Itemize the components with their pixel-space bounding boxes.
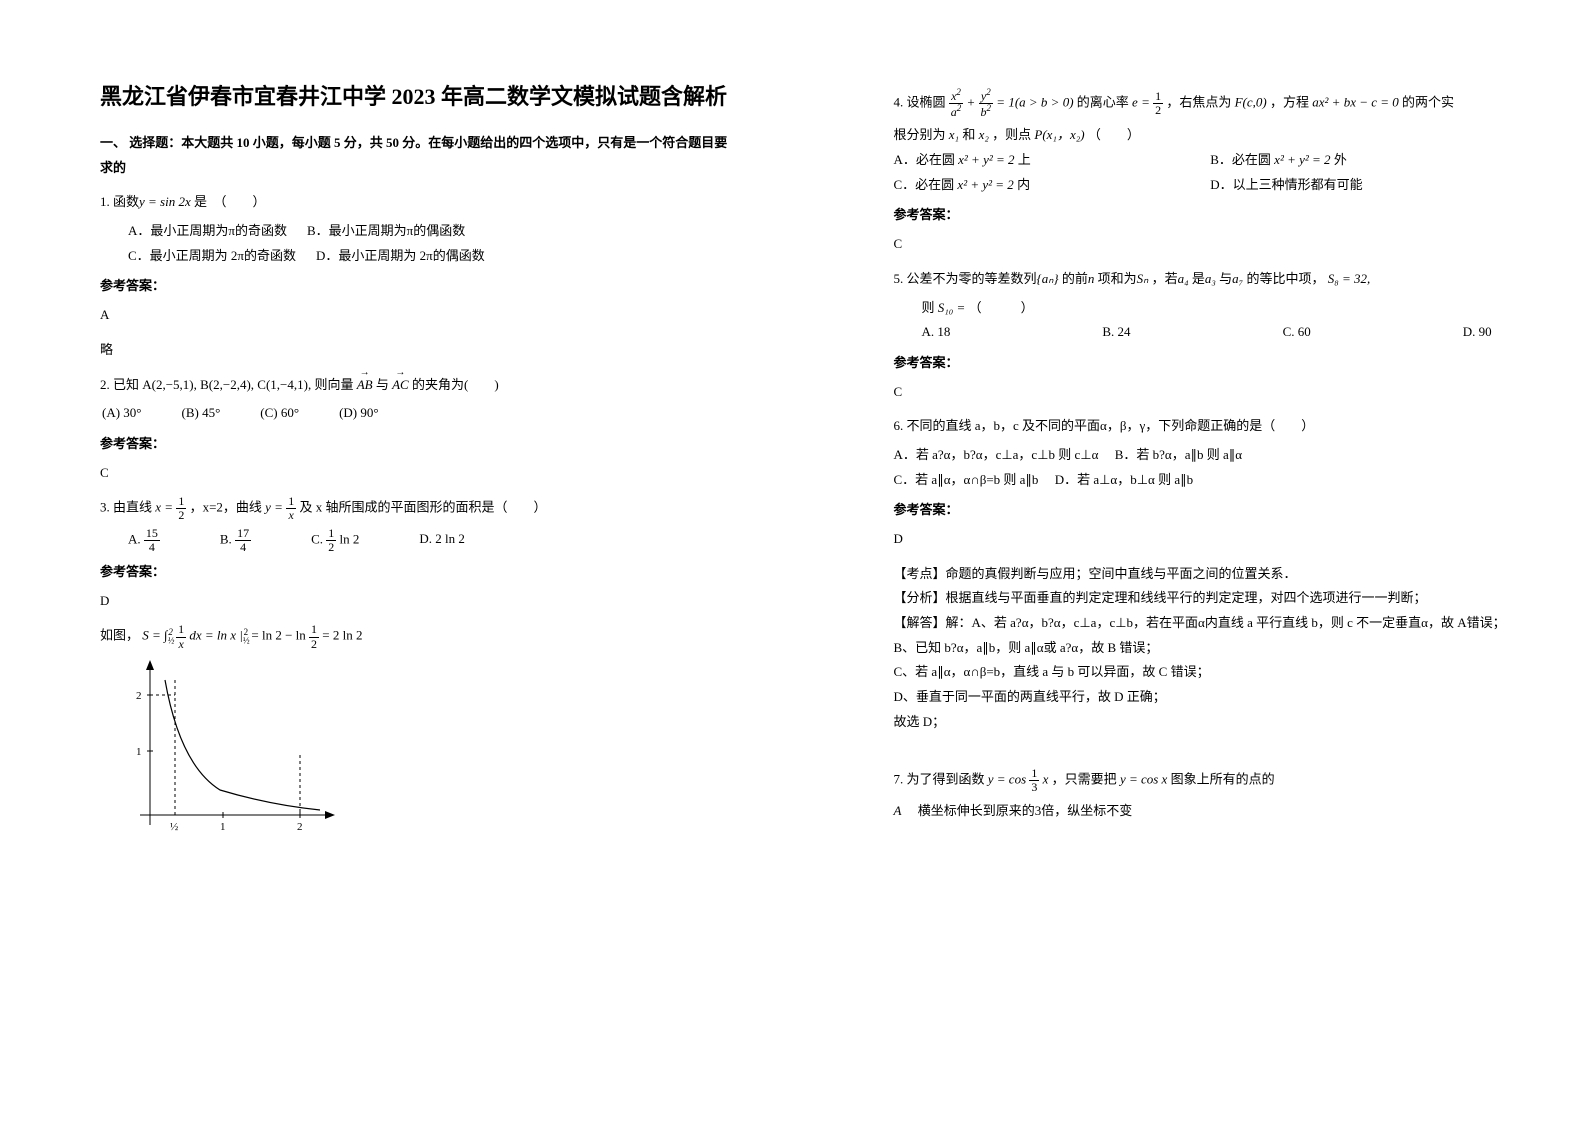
q4-optB: B．必在圆 x² + y² = 2 外 bbox=[1210, 152, 1347, 167]
q1-ans2: 略 bbox=[100, 338, 734, 363]
q1-options: A．最小正周期为π的奇函数 B．最小正周期为π的偶函数 C．最小正周期为 2π的… bbox=[128, 219, 734, 268]
question-4: 4. 设椭圆 x2a2 + y2b2 = 1(a > b > 0) 的离心率 e… bbox=[894, 88, 1528, 119]
q2-stem: 2. 已知 A(2,−5,1), B(2,−2,4), C(1,−4,1), 则… bbox=[100, 377, 353, 392]
tick-half: ½ bbox=[170, 821, 178, 833]
page-right: 4. 设椭圆 x2a2 + y2b2 = 1(a > b > 0) 的离心率 e… bbox=[794, 0, 1587, 885]
q5-line2: 则 S₁₀ = （ ） bbox=[922, 296, 1528, 321]
q6-jiedB: B、已知 b?α，a∥b，则 a∥α或 a?α，故 B 错误； bbox=[894, 636, 1528, 661]
q4-stem-a: 4. 设椭圆 bbox=[894, 95, 946, 110]
q2-optB: (B) 45° bbox=[182, 401, 221, 426]
q4-stem-d: ，方程 bbox=[1270, 95, 1309, 110]
q4-eqn: ax² + bx − c = 0 bbox=[1312, 95, 1399, 110]
q2-options: (A) 30° (B) 45° (C) 60° (D) 90° bbox=[102, 401, 734, 426]
q3-ans-label: 参考答案： bbox=[100, 560, 734, 585]
section-heading: 一、 选择题：本大题共 10 小题，每小题 5 分，共 50 分。在每小题给出的… bbox=[100, 131, 734, 180]
q6-kaodian: 【考点】命题的真假判断与应用；空间中直线与平面之间的位置关系． bbox=[894, 562, 1528, 587]
q7-optA: A 横坐标伸长到原来的3倍，纵坐标不变 bbox=[894, 799, 1528, 824]
q3-stem-a: 3. 由直线 bbox=[100, 500, 152, 515]
q3-graph: ½ 1 2 2 1 bbox=[120, 655, 340, 845]
question-1: 1. 函数y = sin 2x 是 （ ） bbox=[100, 190, 734, 215]
q3-optB: B. 174 bbox=[220, 527, 251, 554]
q1-optB: B．最小正周期为π的偶函数 bbox=[307, 219, 465, 244]
q4-focus: F(c,0) bbox=[1235, 95, 1267, 110]
q3-options: A. 154 B. 174 C. 12 ln 2 D. 2 ln 2 bbox=[128, 527, 734, 554]
q3-frac1: 12 bbox=[176, 495, 186, 522]
q2-mid: 与 bbox=[376, 377, 389, 392]
q1-stem-prefix: 1. 函数 bbox=[100, 194, 139, 209]
q5-optB: B. 24 bbox=[1102, 320, 1130, 345]
q6-jiedA: 【解答】解：A、若 a?α，b?α，c⊥a，c⊥b，若在平面α内直线 a 平行直… bbox=[894, 611, 1528, 636]
q4-optD: D．以上三种情形都有可能 bbox=[1210, 177, 1362, 192]
q6-ans-label: 参考答案： bbox=[894, 498, 1528, 523]
q3-ans: D bbox=[100, 589, 734, 614]
question-5: 5. 公差不为零的等差数列{aₙ} 的前n 项和为Sₙ ，若a₄ 是a₃ 与a₇… bbox=[894, 267, 1528, 292]
q3-optC: C. 12 ln 2 bbox=[311, 527, 359, 554]
q6-optCD: C．若 a∥α，α∩β=b 则 a∥b D．若 a⊥α，b⊥α 则 a∥b bbox=[894, 468, 1528, 493]
q6-jiedC: C、若 a∥α，α∩β=b，直线 a 与 b 可以异面，故 C 错误； bbox=[894, 660, 1528, 685]
q4-stem-b: 的离心率 bbox=[1077, 95, 1129, 110]
tick-1: 1 bbox=[220, 821, 226, 833]
q1-optC: C．最小正周期为 2π的奇函数 bbox=[128, 244, 296, 269]
q4-options: A．必在圆 x² + y² = 2 上 B．必在圆 x² + y² = 2 外 bbox=[894, 148, 1528, 173]
q1-stem-suffix: 是 （ ） bbox=[191, 194, 266, 209]
q4-stem-e: 的两个实 bbox=[1402, 95, 1454, 110]
q2-ans-label: 参考答案： bbox=[100, 432, 734, 457]
q3-work-prefix: 如图， bbox=[100, 628, 139, 643]
q5-ans-label: 参考答案： bbox=[894, 351, 1528, 376]
q2-optD: (D) 90° bbox=[339, 401, 379, 426]
question-3: 3. 由直线 x = 12 ，x=2，曲线 y = 1x 及 x 轴所围成的平面… bbox=[100, 495, 734, 522]
question-2: 2. 已知 A(2,−5,1), B(2,−2,4), C(1,−4,1), 则… bbox=[100, 373, 734, 398]
q3-working: 如图， S = ∫½2 1x dx = ln x |½2 = ln 2 − ln… bbox=[100, 623, 734, 650]
q6-fenxi: 【分析】根据直线与平面垂直的判定定理和线线平行的判定定理，对四个选项进行一一判断… bbox=[894, 586, 1528, 611]
q1-math: y = sin 2x bbox=[139, 194, 191, 209]
q3-frac2: 1x bbox=[286, 495, 296, 522]
q1-ans: A bbox=[100, 303, 734, 328]
page-left: 黑龙江省伊春市宜春井江中学 2023 年高二数学文模拟试题含解析 一、 选择题：… bbox=[0, 0, 794, 885]
q1-optD: D．最小正周期为 2π的偶函数 bbox=[316, 244, 485, 269]
q4-line2: 根分别为 x₁ 和 x₂ ，则点 P(x₁，x₂) （ ） bbox=[894, 123, 1528, 148]
q4-stem-c: ，右焦点为 bbox=[1166, 95, 1231, 110]
q1-optA: A．最小正周期为π的奇函数 bbox=[128, 219, 287, 244]
q6-optAB: A．若 a?α，b?α，c⊥a，c⊥b 则 c⊥α B．若 b?α，a∥b 则 … bbox=[894, 443, 1528, 468]
q3-optA: A. 154 bbox=[128, 527, 160, 554]
q3-stem-b: ，x=2，曲线 bbox=[190, 500, 262, 515]
q3-stem-c: 及 x 轴所围成的平面图形的面积是（ ） bbox=[299, 500, 546, 515]
q2-optC: (C) 60° bbox=[260, 401, 299, 426]
question-7: 7. 为了得到函数 y = cos 13 x ，只需要把 y = cos x 图… bbox=[894, 767, 1528, 794]
q2-optA: (A) 30° bbox=[102, 401, 142, 426]
svg-text:1: 1 bbox=[136, 746, 142, 758]
q5-options: A. 18 B. 24 C. 60 D. 90 bbox=[922, 320, 1492, 345]
doc-title: 黑龙江省伊春市宜春井江中学 2023 年高二数学文模拟试题含解析 bbox=[100, 80, 734, 113]
q5-ans: C bbox=[894, 380, 1528, 405]
q1-ans-label: 参考答案： bbox=[100, 274, 734, 299]
q6-ans: D bbox=[894, 527, 1528, 552]
q4-options-2: C．必在圆 x² + y² = 2 内 D．以上三种情形都有可能 bbox=[894, 173, 1528, 198]
q2-vec-ab: AB bbox=[357, 373, 373, 398]
q2-tail: 的夹角为( ) bbox=[412, 377, 499, 392]
q3-optD: D. 2 ln 2 bbox=[419, 527, 465, 554]
q4-ans-label: 参考答案： bbox=[894, 203, 1528, 228]
tick-2: 2 bbox=[297, 821, 303, 833]
q4-ans: C bbox=[894, 232, 1528, 257]
ylabel-2: 2 bbox=[136, 690, 142, 702]
q2-vec-ac: AC bbox=[392, 373, 409, 398]
q4-ellipse-tail: = 1(a > b > 0) bbox=[996, 95, 1073, 110]
q6-jiedE: 故选 D； bbox=[894, 710, 1528, 735]
question-6: 6. 不同的直线 a，b，c 及不同的平面α，β，γ，下列命题正确的是（ ） bbox=[894, 414, 1528, 439]
q5-optA: A. 18 bbox=[922, 320, 951, 345]
q4-optA: A．必在圆 x² + y² = 2 上 bbox=[894, 152, 1031, 167]
q5-optC: C. 60 bbox=[1283, 320, 1311, 345]
q6-jiedD: D、垂直于同一平面的两直线平行，故 D 正确； bbox=[894, 685, 1528, 710]
q5-optD: D. 90 bbox=[1463, 320, 1492, 345]
q2-ans: C bbox=[100, 461, 734, 486]
q4-optC: C．必在圆 x² + y² = 2 内 bbox=[894, 177, 1031, 192]
